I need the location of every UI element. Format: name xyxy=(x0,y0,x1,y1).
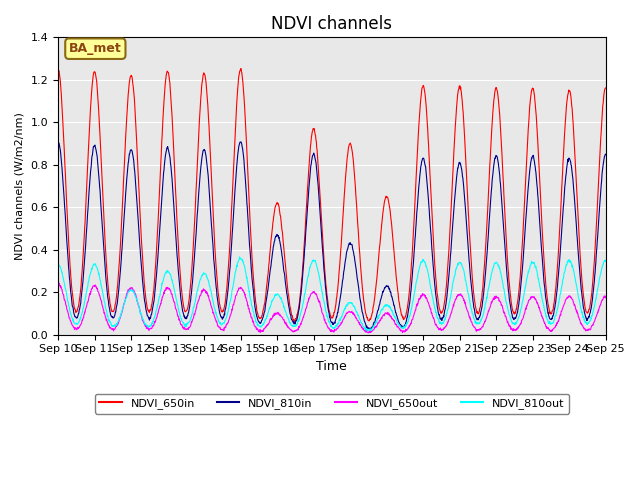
NDVI_650in xyxy=(119,196,127,202)
NDVI_810out xyxy=(602,258,609,264)
Line: NDVI_810out: NDVI_810out xyxy=(58,257,605,331)
NDVI_650out xyxy=(364,330,372,336)
Text: BA_met: BA_met xyxy=(69,42,122,55)
Line: NDVI_650out: NDVI_650out xyxy=(58,283,605,333)
NDVI_650in xyxy=(237,66,245,72)
NDVI_650in xyxy=(299,267,307,273)
Legend: NDVI_650in, NDVI_810in, NDVI_650out, NDVI_810out: NDVI_650in, NDVI_810in, NDVI_650out, NDV… xyxy=(95,394,569,414)
NDVI_810in xyxy=(119,235,127,240)
NDVI_650in xyxy=(308,129,316,134)
NDVI_810out xyxy=(54,263,62,268)
Title: NDVI channels: NDVI channels xyxy=(271,15,392,33)
NDVI_650in xyxy=(602,85,609,91)
X-axis label: Time: Time xyxy=(317,360,348,373)
NDVI_650out xyxy=(97,297,104,303)
NDVI_810out xyxy=(287,321,294,326)
NDVI_650out xyxy=(119,304,127,310)
NDVI_650out xyxy=(55,280,63,286)
NDVI_810in xyxy=(308,158,316,164)
NDVI_650out xyxy=(54,282,62,288)
NDVI_650in xyxy=(287,307,294,313)
Line: NDVI_810in: NDVI_810in xyxy=(58,141,605,330)
NDVI_650in xyxy=(54,66,62,72)
NDVI_810out xyxy=(119,305,127,311)
NDVI_650in xyxy=(97,141,104,147)
NDVI_810out xyxy=(236,254,243,260)
NDVI_650out xyxy=(367,329,374,335)
NDVI_810out xyxy=(298,305,306,311)
NDVI_810out xyxy=(97,277,104,283)
NDVI_810in xyxy=(287,312,294,317)
NDVI_650out xyxy=(602,294,609,300)
NDVI_810in xyxy=(602,151,609,157)
NDVI_810out xyxy=(308,259,316,265)
NDVI_810out xyxy=(364,328,371,334)
NDVI_810in xyxy=(366,325,374,331)
NDVI_650out xyxy=(308,290,316,296)
Y-axis label: NDVI channels (W/m2/nm): NDVI channels (W/m2/nm) xyxy=(15,112,25,260)
NDVI_810in xyxy=(366,327,374,333)
NDVI_810out xyxy=(367,326,374,332)
NDVI_650in xyxy=(290,319,298,324)
NDVI_810in xyxy=(298,284,305,290)
NDVI_650in xyxy=(367,316,374,322)
NDVI_810in xyxy=(97,195,104,201)
NDVI_650out xyxy=(298,318,306,324)
Line: NDVI_650in: NDVI_650in xyxy=(58,69,605,322)
NDVI_650out xyxy=(287,327,294,333)
NDVI_810in xyxy=(54,138,62,144)
